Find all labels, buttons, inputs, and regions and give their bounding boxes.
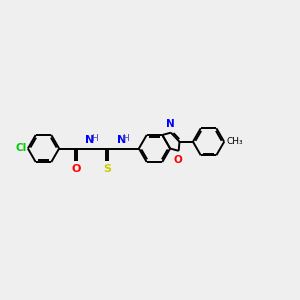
Text: S: S (103, 164, 111, 174)
Text: N: N (117, 135, 126, 145)
Text: H: H (122, 134, 129, 143)
Text: N: N (85, 135, 94, 145)
Text: CH₃: CH₃ (226, 136, 243, 146)
Text: O: O (174, 155, 182, 165)
Text: O: O (71, 164, 81, 174)
Text: Cl: Cl (15, 143, 26, 153)
Text: N: N (166, 119, 175, 129)
Text: H: H (91, 134, 98, 143)
